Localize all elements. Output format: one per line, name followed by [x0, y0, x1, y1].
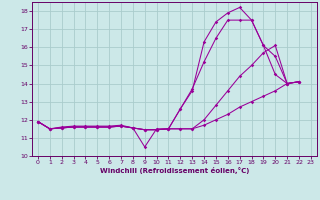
X-axis label: Windchill (Refroidissement éolien,°C): Windchill (Refroidissement éolien,°C) — [100, 167, 249, 174]
